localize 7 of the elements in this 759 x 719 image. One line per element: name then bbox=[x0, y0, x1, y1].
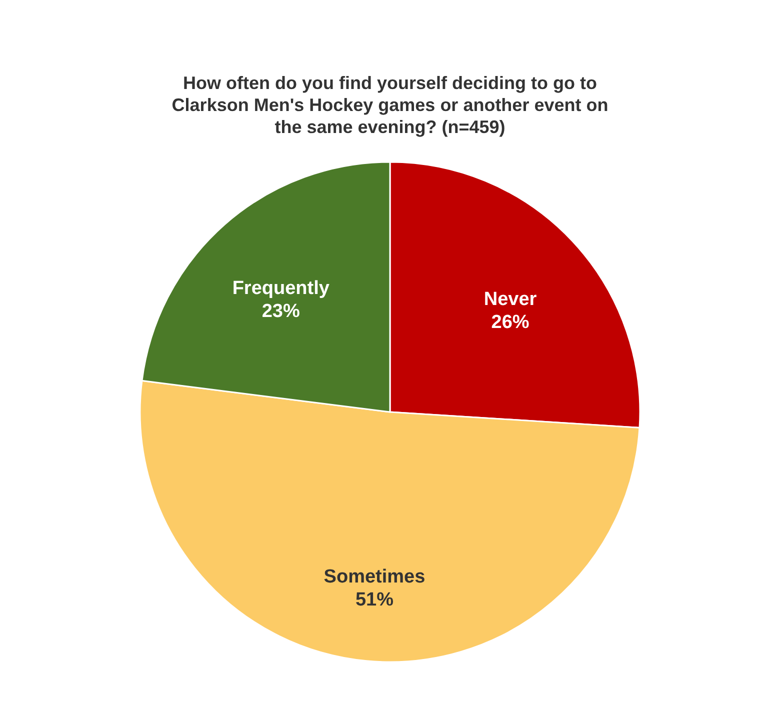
slice-label: Frequently bbox=[232, 278, 330, 300]
chart-title: How often do you find yourself deciding to go to Clarkson Men's Hockey games or another event on the same evening? (n=459) bbox=[172, 73, 608, 137]
data-label: 23% bbox=[262, 301, 300, 322]
slice-label: Sometimes bbox=[324, 566, 426, 588]
data-label: 26% bbox=[491, 312, 530, 334]
slice-label: Never bbox=[484, 289, 538, 310]
data-label: 51% bbox=[355, 589, 394, 610]
